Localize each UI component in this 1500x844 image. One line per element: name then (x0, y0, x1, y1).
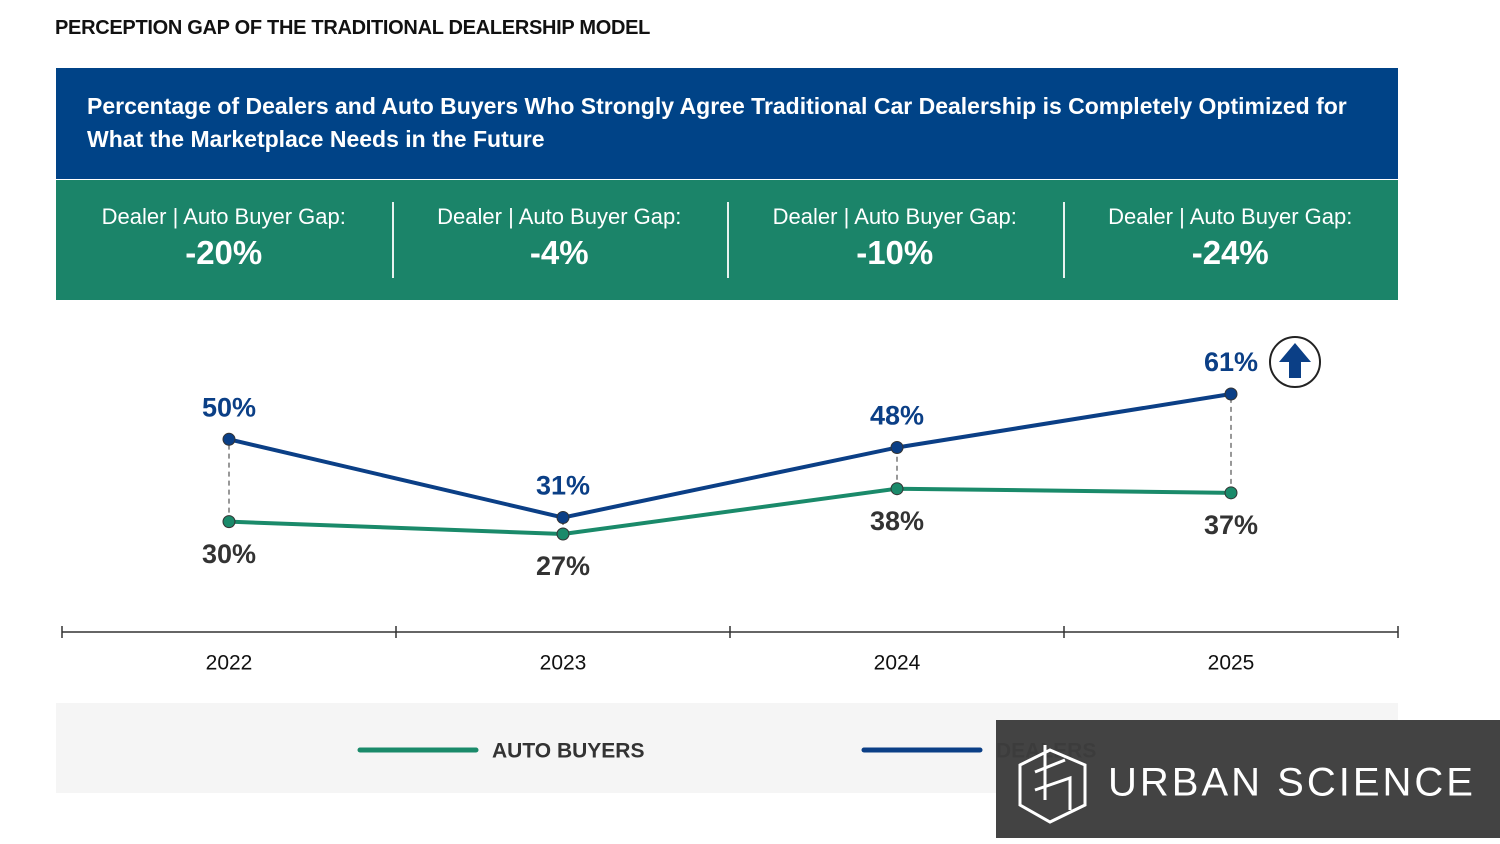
gap-value: -4% (529, 234, 589, 271)
data-point (222, 432, 236, 446)
data-label: 30% (202, 539, 256, 569)
data-label: 50% (202, 392, 256, 422)
data-point (1224, 387, 1238, 401)
gap-panel: Dealer | Auto Buyer Gap: -20% (56, 180, 392, 300)
data-label: 27% (536, 551, 590, 581)
data-point (556, 527, 570, 541)
data-label: 31% (536, 471, 590, 501)
data-label: 37% (1204, 510, 1258, 540)
data-label: 61% (1204, 347, 1258, 377)
title-box: Percentage of Dealers and Auto Buyers Wh… (56, 68, 1398, 179)
x-tick-label: 2025 (1208, 652, 1255, 675)
gap-panel: Dealer | Auto Buyer Gap: -10% (727, 180, 1063, 300)
gap-panel: Dealer | Auto Buyer Gap: -24% (1062, 180, 1399, 300)
watermark-text: URBAN SCIENCE (1108, 761, 1476, 805)
gap-label: Dealer | Auto Buyer Gap: (437, 204, 682, 229)
gap-label: Dealer | Auto Buyer Gap: (101, 204, 346, 229)
data-point (222, 515, 236, 529)
gap-label: Dealer | Auto Buyer Gap: (772, 204, 1017, 229)
page-title: PERCEPTION GAP OF THE TRADITIONAL DEALER… (55, 17, 651, 39)
logo-box (996, 720, 1500, 838)
x-tick-label: 2023 (540, 652, 587, 675)
up-arrow-icon (1269, 336, 1321, 388)
gap-value: -20% (185, 234, 263, 271)
series-line (228, 486, 1232, 536)
data-point (890, 441, 904, 455)
gap-value: -10% (856, 234, 934, 271)
x-tick-label: 2024 (874, 652, 921, 675)
legend-label: AUTO BUYERS (492, 740, 644, 763)
data-point (890, 482, 904, 496)
data-point (1224, 486, 1238, 500)
gap-band: Dealer | Auto Buyer Gap: -20% Dealer | Aut… (56, 180, 1398, 300)
logo-icon (1018, 745, 1087, 824)
gap-label: Dealer | Auto Buyer Gap: (1108, 204, 1353, 229)
data-label: 48% (870, 401, 924, 431)
series-line (228, 392, 1232, 520)
data-label: 38% (870, 506, 924, 536)
x-tick-label: 2022 (206, 652, 253, 675)
gap-value: -24% (1191, 234, 1269, 271)
gap-panel: Dealer | Auto Buyer Gap: -4% (391, 180, 728, 300)
watermark-logo: URBAN SCIENCE (996, 720, 1500, 838)
data-point (556, 511, 570, 525)
chart-title: Percentage of Dealers and Auto Buyers Wh… (87, 93, 1347, 152)
